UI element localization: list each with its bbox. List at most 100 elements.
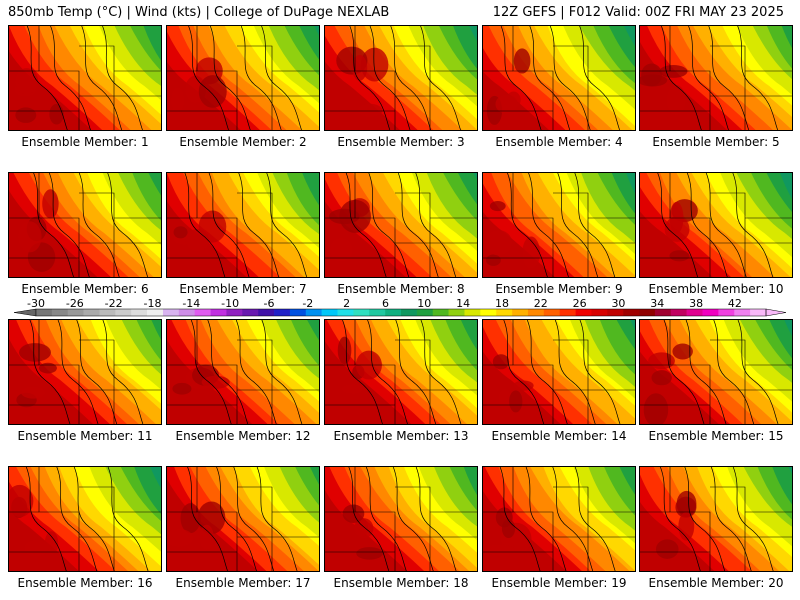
warm-core [42,189,59,219]
state-border [553,45,589,130]
colorbar-swatch [385,309,402,316]
warm-core [15,68,39,95]
warm-core [172,382,192,395]
ensemble-map-panel [639,172,793,278]
warm-core [513,48,531,74]
warm-core [355,518,369,538]
height-contour [713,320,755,424]
colorbar-swatch [670,309,687,316]
warm-core [655,539,679,559]
warm-core [341,383,364,395]
temperature-field-map [9,320,161,424]
temperature-field-map [640,26,792,130]
colorbar-tick-label: 38 [689,297,703,310]
colorbar-swatch [258,309,275,316]
colorbar-swatch [527,309,545,316]
colorbar-tick-label: 18 [495,297,509,310]
temperature-band [325,490,407,571]
height-contour [261,26,302,130]
warm-core [666,85,686,116]
state-border [553,339,589,424]
height-contour [29,320,71,424]
temperature-field-map [9,173,161,277]
temperature-field-map [483,173,635,277]
ensemble-member-label: Ensemble Member: 16 [17,576,153,590]
state-border [79,192,115,277]
ensemble-member-label: Ensemble Member: 6 [21,282,149,296]
temperature-field-map [167,26,319,130]
ensemble-map-panel [324,25,478,131]
colorbar-swatch [305,309,322,316]
colorbar-swatch [194,309,211,316]
height-contour [528,173,569,277]
temperature-field-map [483,320,635,424]
colorbar-high-arrow [765,308,787,317]
height-contour [710,467,752,571]
height-contour [500,26,542,130]
warm-core [167,528,194,547]
height-contour [261,320,303,424]
colorbar-swatch [337,309,354,316]
height-contour [574,467,616,571]
ensemble-map-panel [166,25,320,131]
colorbar-swatch [353,309,370,316]
height-contour [107,467,149,571]
height-contour [390,26,432,130]
height-contour [663,320,705,424]
warm-core [498,388,512,411]
colorbar-swatch [51,309,69,316]
height-contour [216,467,257,571]
warm-core [19,343,51,362]
height-contour [579,320,621,424]
state-border [38,173,80,277]
height-contour [33,173,74,277]
state-border [395,45,431,130]
height-contour [76,320,118,424]
colorbar-graphic: -30 -26 -22 -18 -14 -10 -6 -2 2 6 10 14 18 22 26 30 34 38… [13,297,787,317]
colorbar-swatch [686,309,703,316]
ensemble-map-panel [8,172,162,278]
colorbar-tick-label: -30 [27,297,45,310]
state-border [237,339,273,424]
height-contour [657,173,699,277]
state-border [354,320,396,424]
map-title: 850mb Temp (°C) | Wind (kts) | College o… [8,5,390,20]
state-border [512,320,554,424]
temperature-field-map [640,320,792,424]
ensemble-member-label: Ensemble Member: 18 [333,576,469,590]
height-contour [688,26,729,130]
state-border [710,45,746,130]
height-contour [557,173,599,277]
temperature-field-map [167,467,319,571]
ensemble-member-label: Ensemble Member: 9 [495,282,623,296]
ensemble-map-panel [8,319,162,425]
warm-core [492,354,510,370]
state-border [710,339,746,424]
colorbar-swatch [559,309,576,316]
state-border [196,173,238,277]
ensemble-map-panel [324,466,478,572]
height-contour [732,173,774,277]
colorbar-swatch [416,309,434,316]
state-border [79,339,115,424]
state-border [512,467,554,571]
colorbar-swatch [36,309,53,316]
state-border [553,192,589,277]
temperature-field-map [9,467,161,571]
state-border [512,173,554,277]
temperature-colorbar: -30 -26 -22 -18 -14 -10 -6 -2 2 6 10 14 18 22 26 30 34 38… [0,296,800,320]
temperature-band [167,61,241,130]
temperature-band [640,211,713,277]
height-contour [529,26,571,130]
ensemble-member-label: Ensemble Member: 19 [491,576,627,590]
colorbar-tick-label: -10 [221,297,239,310]
state-border [237,192,273,277]
state-border [669,320,711,424]
state-border [196,320,238,424]
warm-core [356,547,383,560]
ensemble-map-panel [166,319,320,425]
colorbar-swatch [242,309,259,316]
colorbar-tick-label: -22 [105,297,123,310]
height-contour [369,26,411,130]
colorbar-tick-label: 42 [728,297,742,310]
